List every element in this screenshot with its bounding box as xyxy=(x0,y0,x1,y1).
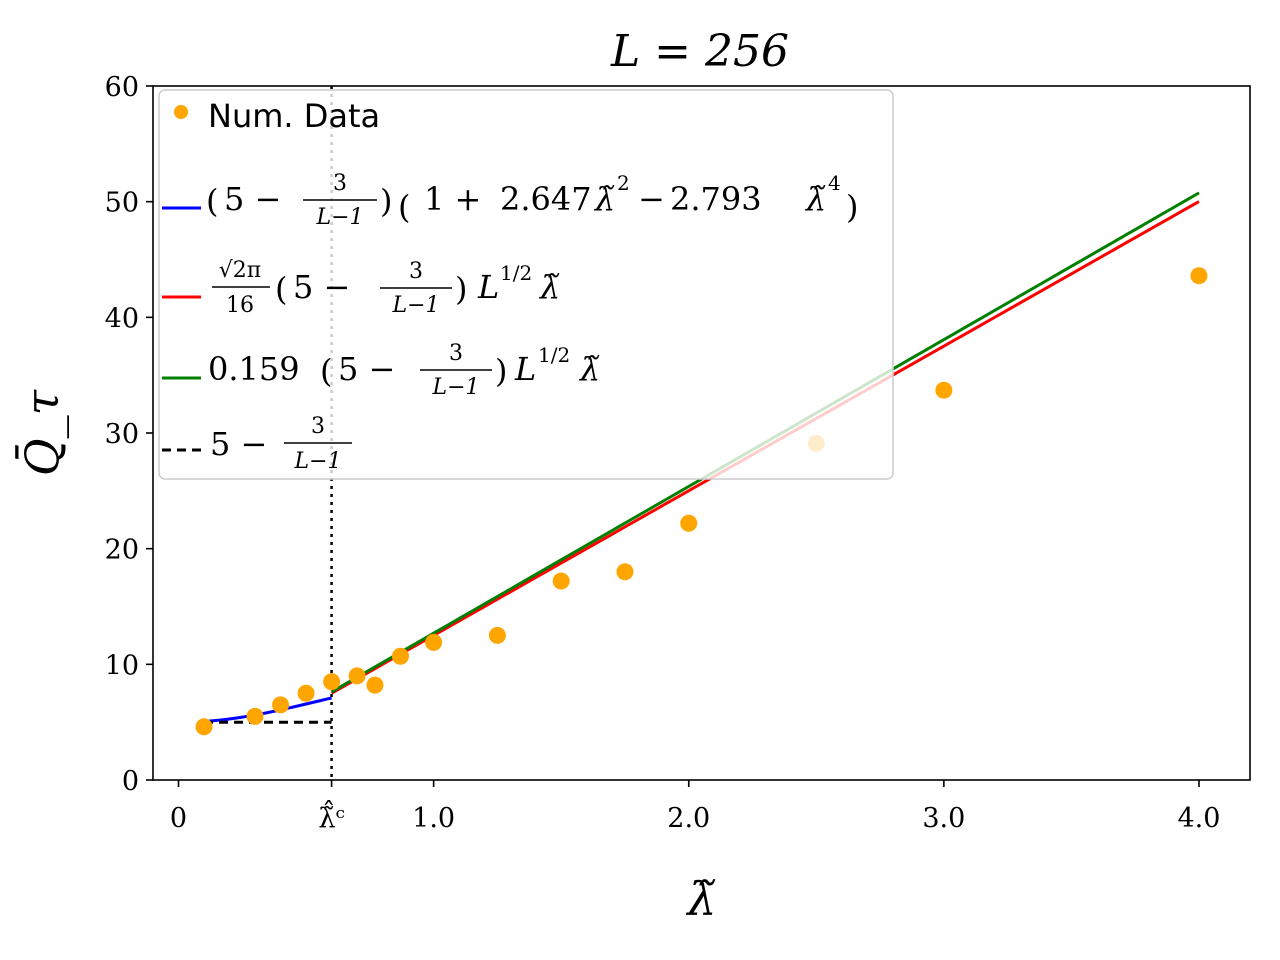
data-point-9 xyxy=(488,626,506,644)
data-point-0 xyxy=(195,718,213,736)
axis-ticks: 0 λ̃̂ᶜ 1.0 2.0 3.0 4.0 0 10 20 30 40 50 60 xyxy=(105,72,1221,834)
legend-label-num-data: Num. Data xyxy=(208,97,380,135)
legend-label-green: 0.159 ( 5 − 3 L−1 ) L 1/2 λ̃ xyxy=(208,341,600,400)
data-point-6 xyxy=(366,676,384,694)
svg-text:5 −: 5 − xyxy=(224,180,281,218)
data-point-1 xyxy=(246,707,264,725)
svg-text:4: 4 xyxy=(828,171,841,195)
svg-text:(: ( xyxy=(398,188,410,226)
data-point-11 xyxy=(616,563,634,581)
svg-text:5 −: 5 − xyxy=(338,350,395,388)
data-point-15 xyxy=(1190,267,1208,285)
svg-text:5 −: 5 − xyxy=(210,425,267,463)
legend-label-dashed: 5 − 3 L−1 xyxy=(210,414,352,474)
svg-text:3: 3 xyxy=(449,341,463,366)
data-point-2 xyxy=(272,696,290,714)
svg-text:(: ( xyxy=(275,270,287,308)
x-tick-label-2: 1.0 xyxy=(412,803,455,834)
svg-text:1 +: 1 + xyxy=(424,180,481,218)
svg-text:3: 3 xyxy=(311,414,325,439)
svg-text:): ) xyxy=(455,270,467,308)
x-tick-label-0: 0 xyxy=(170,803,187,834)
svg-text:3: 3 xyxy=(409,259,423,284)
svg-text:λ̃: λ̃ xyxy=(578,350,600,388)
data-point-8 xyxy=(425,633,443,651)
y-tick-label-4: 40 xyxy=(105,303,139,334)
y-tick-label-0: 0 xyxy=(122,766,139,797)
svg-text:3: 3 xyxy=(333,171,347,196)
y-tick-label-5: 50 xyxy=(105,188,139,219)
y-axis-label: Q̄_τ xyxy=(14,388,69,476)
svg-text:2: 2 xyxy=(617,171,630,195)
y-tick-label-2: 20 xyxy=(105,535,139,566)
svg-text:L−1: L−1 xyxy=(315,205,363,230)
legend-marker-num-data xyxy=(174,105,188,119)
data-point-4 xyxy=(323,673,341,691)
data-point-12 xyxy=(680,514,698,532)
series-line-1 xyxy=(203,696,332,723)
svg-text:): ) xyxy=(846,188,858,226)
x-tick-label-5: 4.0 xyxy=(1178,803,1221,834)
svg-text:5 −: 5 − xyxy=(293,268,350,306)
legend: Num. Data ( 5 − 3 L−1 ) ( 1 + 2.647 λ̃ 2… xyxy=(158,89,894,480)
svg-text:(: ( xyxy=(206,182,218,220)
x-axis-label: λ̃ xyxy=(685,872,716,926)
svg-text:): ) xyxy=(495,352,507,390)
legend-label-poly: ( 5 − 3 L−1 ) ( 1 + 2.647 λ̃ 2 − 2.793 λ… xyxy=(206,171,858,230)
svg-text:1/2: 1/2 xyxy=(538,343,570,367)
svg-text:L−1: L−1 xyxy=(431,375,479,400)
legend-label-red: √2π 16 ( 5 − 3 L−1 ) L 1/2 λ̃ xyxy=(212,258,560,318)
svg-text:√2π: √2π xyxy=(219,258,261,283)
svg-text:λ̃: λ̃ xyxy=(804,180,826,218)
series-points xyxy=(195,267,1208,736)
x-tick-label-1: λ̃̂ᶜ xyxy=(318,800,344,834)
y-tick-label-6: 60 xyxy=(105,72,139,103)
svg-text:16: 16 xyxy=(226,293,254,318)
svg-text:L: L xyxy=(514,350,536,388)
svg-text:(: ( xyxy=(320,352,332,390)
svg-text:−: − xyxy=(638,180,665,218)
data-point-10 xyxy=(552,572,570,590)
legend-frame xyxy=(158,89,894,480)
svg-text:2.793: 2.793 xyxy=(670,180,762,218)
svg-text:L−1: L−1 xyxy=(391,293,439,318)
svg-text:L: L xyxy=(477,268,499,306)
data-point-3 xyxy=(297,684,315,702)
data-point-7 xyxy=(391,647,409,665)
data-point-14 xyxy=(935,381,953,399)
data-point-5 xyxy=(348,667,366,685)
svg-text:λ̃: λ̃ xyxy=(538,268,560,306)
x-tick-label-4: 3.0 xyxy=(922,803,965,834)
svg-text:λ̃: λ̃ xyxy=(593,180,615,218)
svg-text:): ) xyxy=(380,182,392,220)
x-tick-label-3: 2.0 xyxy=(667,803,710,834)
y-tick-label-1: 10 xyxy=(105,650,139,681)
svg-text:2.647: 2.647 xyxy=(500,180,592,218)
svg-text:0.159: 0.159 xyxy=(208,350,300,388)
y-tick-label-3: 30 xyxy=(105,419,139,450)
svg-text:1/2: 1/2 xyxy=(500,261,532,285)
svg-text:L−1: L−1 xyxy=(293,449,341,474)
chart-title: L = 256 xyxy=(610,26,789,77)
